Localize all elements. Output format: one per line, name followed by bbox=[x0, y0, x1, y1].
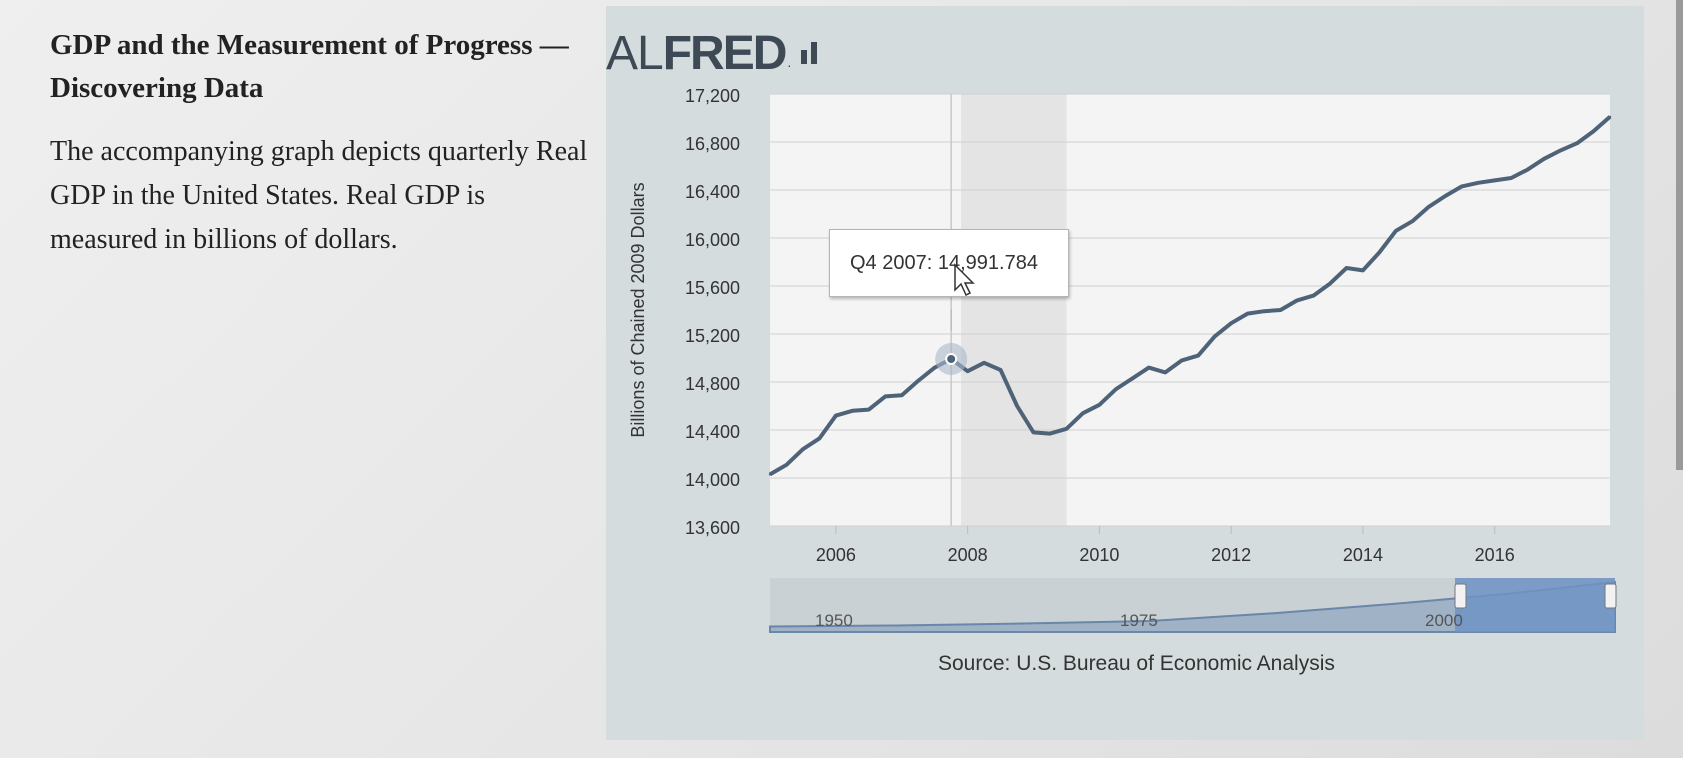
x-tick-label: 2008 bbox=[948, 545, 988, 565]
data-point bbox=[1575, 142, 1579, 145]
data-point bbox=[1345, 266, 1348, 270]
data-point bbox=[1262, 310, 1266, 313]
data-point bbox=[1295, 299, 1299, 302]
data-point bbox=[1361, 269, 1365, 272]
data-point bbox=[933, 366, 936, 369]
data-point bbox=[801, 448, 805, 451]
y-tick-label: 15,600 bbox=[685, 278, 740, 298]
y-axis-label: Billions of Chained 2009 Dollars bbox=[628, 182, 648, 437]
y-tick-label: 13,600 bbox=[685, 518, 740, 538]
article-text: GDP and the Measurement of Progress — Di… bbox=[50, 24, 590, 262]
plot-area bbox=[770, 94, 1610, 526]
data-point bbox=[1213, 335, 1216, 338]
data-point bbox=[999, 368, 1002, 372]
data-point bbox=[1312, 294, 1315, 297]
data-point bbox=[917, 379, 920, 382]
x-tick-label: 2010 bbox=[1079, 545, 1119, 565]
data-point bbox=[966, 370, 969, 373]
y-tick-label: 17,200 bbox=[685, 86, 740, 106]
y-tick-label: 14,400 bbox=[685, 422, 740, 442]
y-tick-label: 16,800 bbox=[685, 134, 740, 154]
logo-prefix: AL bbox=[606, 26, 664, 80]
data-point bbox=[900, 394, 903, 397]
data-point bbox=[768, 473, 772, 476]
data-point bbox=[1509, 176, 1513, 180]
data-point bbox=[1378, 251, 1381, 254]
data-point bbox=[851, 409, 854, 412]
x-tick-label: 2006 bbox=[816, 545, 856, 565]
tooltip-text: Q4 2007: 14,991.784 bbox=[850, 251, 1038, 274]
data-point bbox=[1592, 130, 1595, 133]
navigator-selection bbox=[1455, 578, 1615, 632]
data-point bbox=[1164, 371, 1167, 374]
data-point bbox=[1328, 282, 1332, 285]
data-point bbox=[982, 361, 986, 364]
data-point bbox=[1542, 157, 1546, 160]
recession-shading bbox=[961, 94, 1067, 526]
navigator-handle[interactable] bbox=[1604, 583, 1617, 609]
data-point bbox=[1180, 359, 1183, 362]
y-tick-label: 14,000 bbox=[685, 470, 740, 490]
data-point bbox=[1477, 181, 1480, 184]
data-point bbox=[1246, 312, 1249, 315]
data-point bbox=[1015, 404, 1019, 408]
data-point bbox=[1131, 377, 1134, 380]
article-description: The accompanying graph depicts quarterly… bbox=[50, 136, 588, 255]
data-point bbox=[1460, 185, 1463, 188]
data-point bbox=[1197, 354, 1200, 357]
data-point bbox=[785, 463, 788, 466]
x-tick-label: 2014 bbox=[1343, 545, 1383, 565]
data-point bbox=[1427, 205, 1431, 208]
data-point bbox=[1114, 388, 1118, 391]
data-point bbox=[867, 408, 871, 411]
y-tick-label: 14,800 bbox=[685, 374, 740, 394]
navigator-label: 1975 bbox=[1120, 611, 1158, 630]
data-point bbox=[1526, 168, 1529, 171]
data-point bbox=[1065, 427, 1068, 430]
data-point bbox=[1081, 412, 1085, 415]
hover-marker bbox=[945, 352, 958, 365]
data-point bbox=[1229, 322, 1233, 325]
data-point bbox=[1493, 179, 1496, 182]
navigator-handle[interactable] bbox=[1454, 583, 1467, 609]
x-tick-label: 2012 bbox=[1211, 545, 1251, 565]
data-point bbox=[834, 414, 838, 417]
logo-name: FRED bbox=[662, 26, 788, 80]
data-point bbox=[1559, 149, 1562, 152]
logo-bars-icon bbox=[801, 42, 818, 64]
data-point bbox=[1411, 220, 1414, 223]
data-point bbox=[1279, 308, 1282, 312]
page-scrollbar[interactable] bbox=[1676, 0, 1683, 470]
data-point bbox=[1048, 432, 1052, 435]
chart-source: Source: U.S. Bureau of Economic Analysis bbox=[938, 652, 1335, 675]
data-point bbox=[1608, 115, 1612, 119]
gdp-series-line bbox=[768, 115, 1612, 477]
y-tick-label: 15,200 bbox=[685, 326, 740, 346]
chart-tooltip: Q4 2007: 14,991.784 bbox=[829, 229, 1069, 297]
article-title: GDP and the Measurement of Progress — Di… bbox=[50, 29, 569, 104]
y-tick-label: 16,400 bbox=[685, 182, 740, 202]
y-tick-label: 16,000 bbox=[685, 230, 740, 250]
data-point bbox=[884, 395, 887, 398]
navigator-label: 1950 bbox=[815, 611, 853, 630]
data-point bbox=[1394, 229, 1398, 232]
x-tick-label: 2016 bbox=[1475, 545, 1515, 565]
data-point bbox=[818, 437, 821, 440]
data-point bbox=[1032, 431, 1035, 434]
data-point bbox=[1098, 403, 1101, 406]
alfred-logo[interactable]: AL FRED . bbox=[606, 26, 818, 80]
data-point bbox=[1444, 194, 1447, 198]
navigator-label: 2000 bbox=[1425, 611, 1463, 630]
data-point bbox=[1147, 366, 1151, 369]
logo-dot: . bbox=[787, 54, 792, 70]
